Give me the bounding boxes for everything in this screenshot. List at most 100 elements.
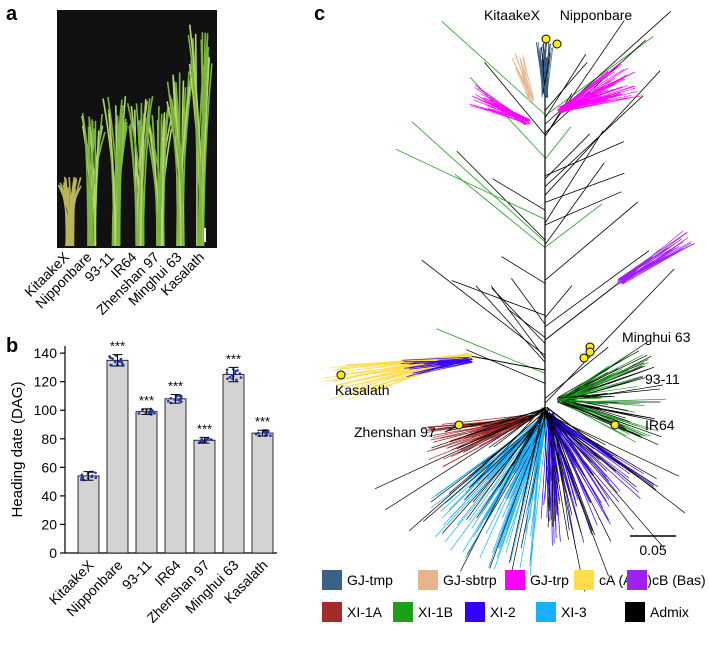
branch [466, 349, 546, 384]
branch [548, 418, 572, 497]
panel-label: c [314, 3, 325, 25]
branch [544, 201, 639, 281]
leader [444, 426, 456, 433]
sample-dot [120, 361, 124, 364]
branch [441, 21, 546, 115]
sample-dot [269, 434, 272, 438]
leaf [159, 113, 163, 247]
legend-label: XI-2 [490, 604, 516, 620]
leaf [116, 115, 123, 247]
branch [545, 411, 634, 530]
branch [544, 39, 647, 134]
branch [437, 358, 468, 361]
y-tick-label: 120 [34, 374, 58, 390]
sample-dot [266, 430, 270, 434]
y-tick-label: 140 [34, 345, 58, 361]
sample-dot [225, 368, 229, 371]
branch [491, 111, 529, 125]
branch [542, 407, 665, 549]
branch [423, 359, 470, 365]
legend-swatch [536, 602, 556, 622]
sample-dot [94, 476, 98, 480]
branch [374, 411, 543, 490]
sample-dot [225, 371, 229, 374]
cultivar-label: Nipponbare [560, 7, 633, 23]
legend-label: XI-3 [561, 604, 587, 620]
branch [385, 407, 546, 511]
leaf [94, 130, 100, 247]
cultivar-marker [552, 39, 562, 49]
leaf [128, 125, 138, 247]
branch [562, 89, 614, 112]
branch [560, 401, 640, 405]
branch [543, 408, 550, 522]
sample-dot [204, 438, 207, 441]
significance: *** [168, 379, 183, 394]
error-bar [112, 354, 123, 367]
branch [544, 346, 609, 399]
sample-dot [254, 432, 258, 436]
error-bar [170, 394, 181, 404]
branch [484, 61, 546, 136]
branch [518, 72, 534, 99]
leaf [166, 81, 180, 247]
cultivar-marker [541, 34, 551, 44]
panel-label: a [6, 3, 18, 25]
legend-label: GJ-trp [530, 572, 569, 588]
branch [428, 359, 470, 371]
sample-dot [119, 357, 123, 361]
sample-dot [110, 364, 113, 367]
error-bar [228, 366, 239, 383]
branch [519, 418, 548, 568]
significance: *** [139, 393, 154, 408]
y-axis-label: Heading date (DAG) [9, 382, 26, 518]
branch [544, 250, 650, 327]
branch [550, 416, 577, 506]
error-bar [141, 408, 152, 416]
branch [436, 328, 546, 374]
branch [469, 416, 530, 433]
sample-dot [81, 476, 85, 479]
branch [476, 416, 546, 533]
sample-dot [94, 471, 97, 475]
branch [621, 243, 694, 284]
branch [618, 247, 668, 280]
branch [486, 105, 527, 121]
branch [617, 247, 684, 285]
sample-dot [137, 412, 141, 415]
leaf [108, 113, 116, 247]
sample-dot [80, 473, 84, 477]
y-tick-label: 20 [41, 516, 57, 532]
branch [560, 71, 615, 108]
branch [543, 412, 657, 480]
branch [411, 121, 546, 243]
branch [509, 412, 546, 579]
photo-scale-bar [204, 228, 206, 242]
branch [621, 247, 677, 283]
branch [447, 415, 530, 449]
branch [544, 281, 621, 341]
branch [491, 287, 546, 344]
leaf [202, 63, 213, 247]
branch [544, 53, 587, 119]
legend-swatch [574, 570, 594, 590]
branch [488, 409, 545, 448]
significance: *** [255, 414, 270, 429]
branch [457, 406, 548, 450]
branch [522, 58, 534, 98]
branch [621, 257, 653, 281]
cultivar-label: Kasalath [335, 382, 389, 398]
branch [557, 399, 662, 438]
error-bar [257, 429, 268, 437]
branch [540, 413, 549, 519]
error-bar [83, 471, 94, 481]
branch [501, 416, 548, 547]
sample-dot [169, 396, 173, 400]
legend-swatch [627, 570, 647, 590]
sample-dot [238, 372, 242, 375]
branch [545, 410, 593, 532]
sample-dot [209, 438, 212, 441]
cultivar-marker [454, 420, 464, 430]
branch [464, 412, 548, 501]
